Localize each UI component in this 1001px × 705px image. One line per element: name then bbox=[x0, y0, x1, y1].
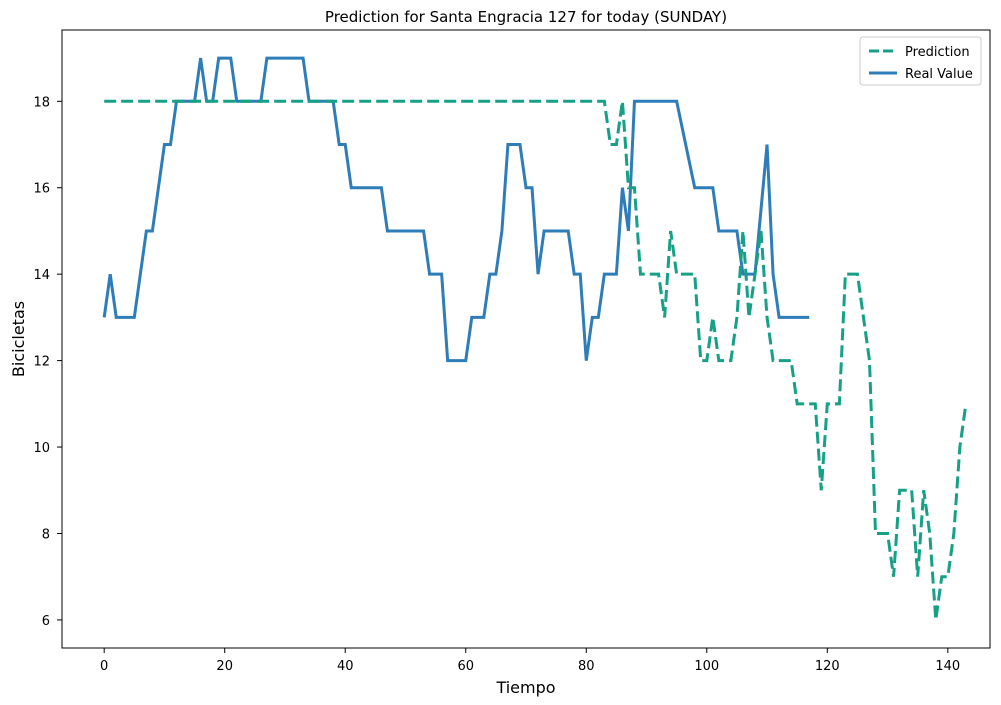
y-axis-label: Bicicletas bbox=[9, 301, 28, 377]
prediction-line bbox=[104, 99, 968, 621]
real-value-line bbox=[102, 56, 810, 363]
legend-label-prediction: Prediction bbox=[905, 45, 970, 60]
x-tick-label: 40 bbox=[337, 659, 354, 674]
x-tick-label: 140 bbox=[935, 659, 960, 674]
y-tick-label: 14 bbox=[33, 268, 50, 283]
x-tick-label: 120 bbox=[815, 659, 840, 674]
y-tick-label: 8 bbox=[42, 527, 50, 542]
y-tick-label: 16 bbox=[33, 182, 50, 197]
x-tick-label: 80 bbox=[578, 659, 595, 674]
x-tick-label: 60 bbox=[457, 659, 474, 674]
x-tick-label: 100 bbox=[694, 659, 719, 674]
chart-title: Prediction for Santa Engracia 127 for to… bbox=[325, 8, 727, 26]
y-tick-label: 18 bbox=[33, 95, 50, 110]
x-tick-label: 20 bbox=[216, 659, 233, 674]
x-axis-label: Tiempo bbox=[495, 678, 555, 697]
y-tick-label: 12 bbox=[33, 355, 50, 370]
y-tick-label: 6 bbox=[42, 614, 50, 629]
legend-label-real-value: Real Value bbox=[905, 67, 973, 82]
series-lines bbox=[102, 56, 968, 621]
plot-frame bbox=[61, 29, 991, 649]
x-tick-label: 0 bbox=[100, 659, 108, 674]
legend: Prediction Real Value bbox=[859, 36, 982, 86]
axis-ticks: 0 20 40 60 80 100 120 140 6 8 10 12 14 16 18 bbox=[33, 95, 960, 674]
y-tick-label: 10 bbox=[33, 441, 50, 456]
